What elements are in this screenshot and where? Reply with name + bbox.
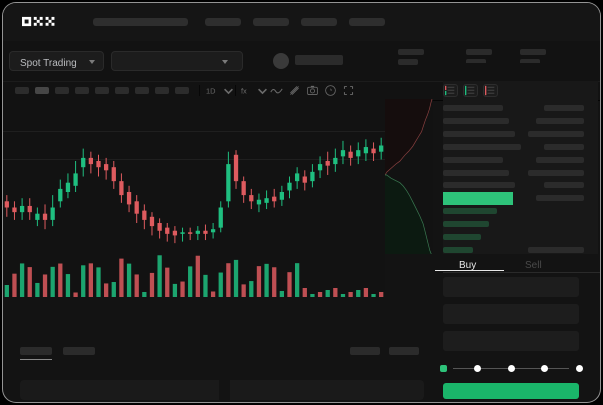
svg-text:1D: 1D — [206, 86, 215, 95]
svg-text:fx: fx — [241, 86, 247, 95]
